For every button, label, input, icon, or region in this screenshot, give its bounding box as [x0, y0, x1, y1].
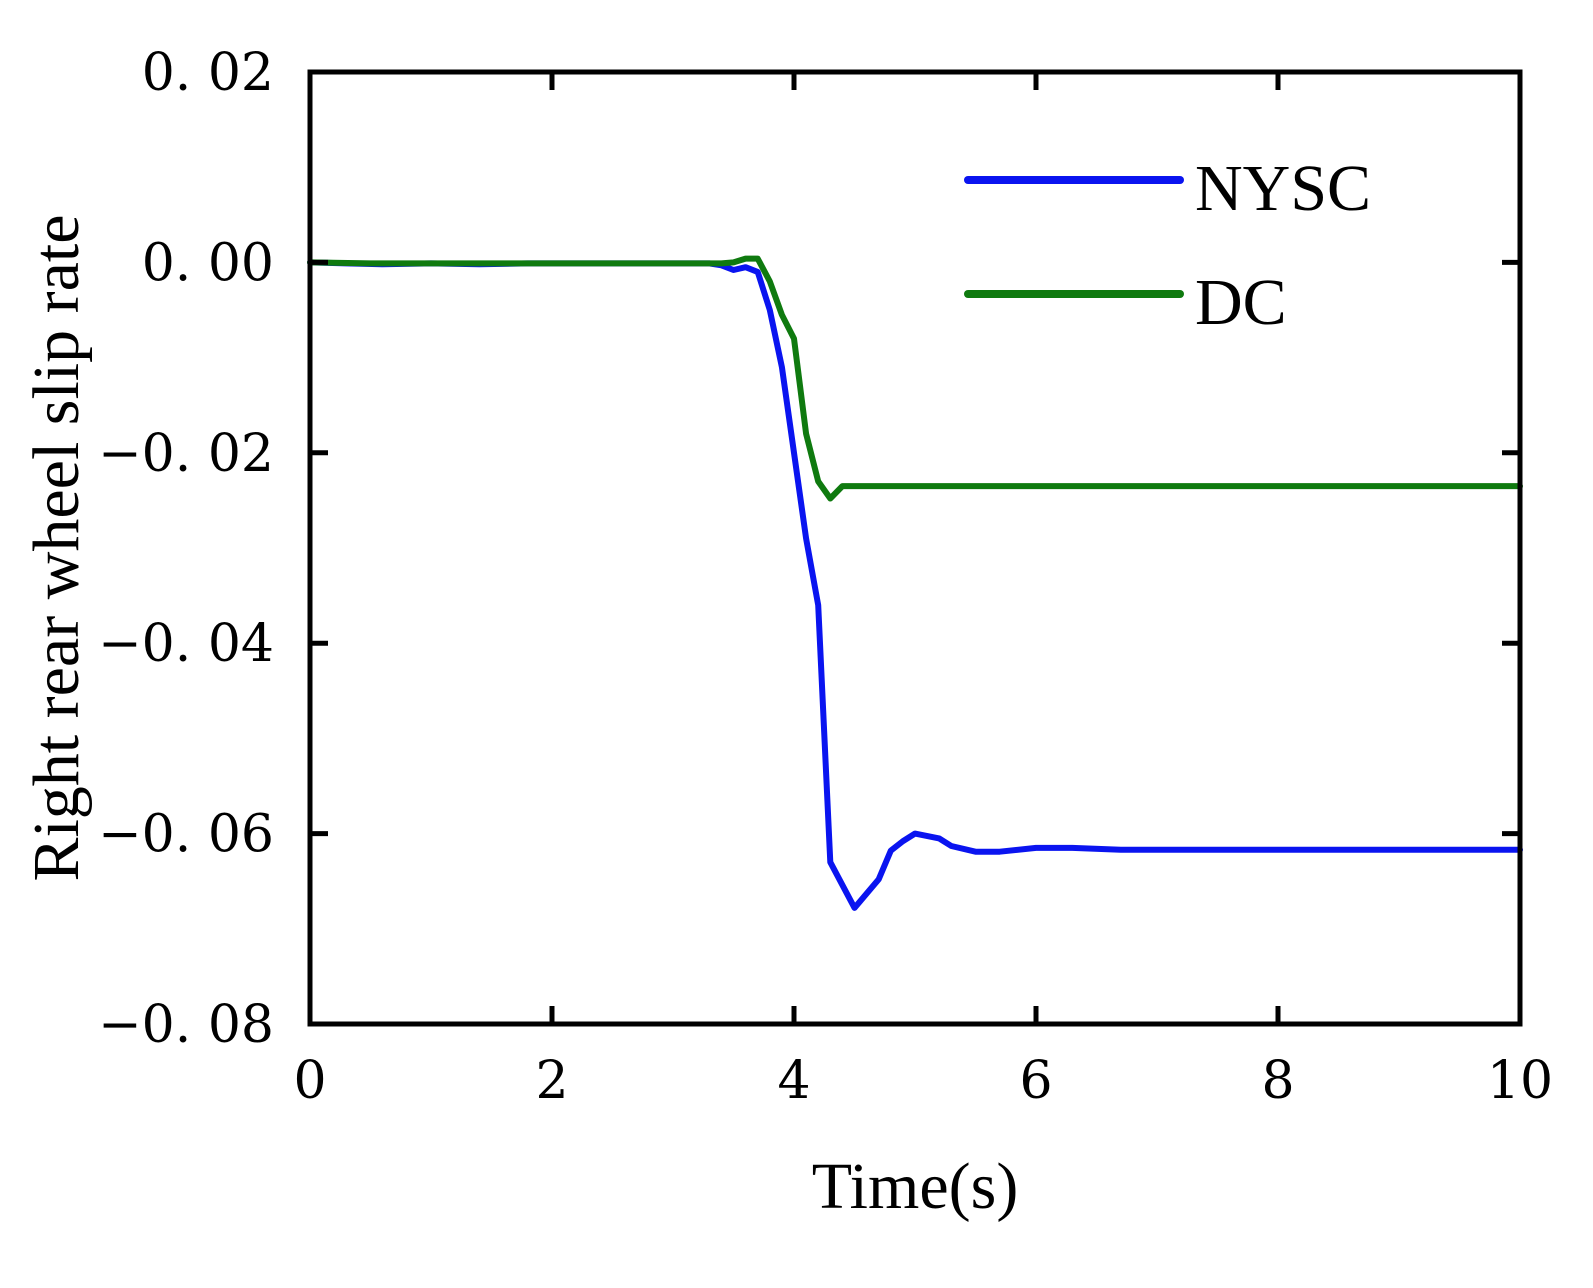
x-tick-label: 8 [1261, 1051, 1294, 1111]
plot-frame [307, 69, 1523, 1027]
y-tick-label: −0. 06 [98, 805, 274, 865]
x-axis-label: Time(s) [812, 1150, 1019, 1223]
legend-label-nysc: NYSC [1195, 152, 1371, 225]
x-tick-label: 4 [777, 1051, 810, 1111]
x-tick-label: 10 [1487, 1051, 1553, 1111]
y-tick-label: 0. 02 [142, 43, 274, 103]
y-axis-label: Right rear wheel slip rate [20, 214, 93, 881]
series-line-dc [307, 255, 1523, 502]
y-tick-label: −0. 04 [98, 614, 274, 674]
legend-label-dc: DC [1195, 266, 1287, 339]
y-tick-label: −0. 02 [98, 424, 274, 484]
legend: NYSC DC [964, 152, 1371, 339]
series-layer [307, 255, 1523, 911]
y-tick-label: 0. 00 [142, 233, 274, 293]
series-line-nysc [307, 259, 1523, 911]
tick-layer: 0 2 4 6 8 10 0. 02 0. 00 −0. 02 −0. 04 −0. 06 −0. 0… [98, 43, 1553, 1111]
y-tick-label: −0. 08 [98, 995, 274, 1055]
x-tick-label: 6 [1019, 1051, 1052, 1111]
x-tick-label: 0 [293, 1051, 326, 1111]
x-tick-label: 2 [535, 1051, 568, 1111]
